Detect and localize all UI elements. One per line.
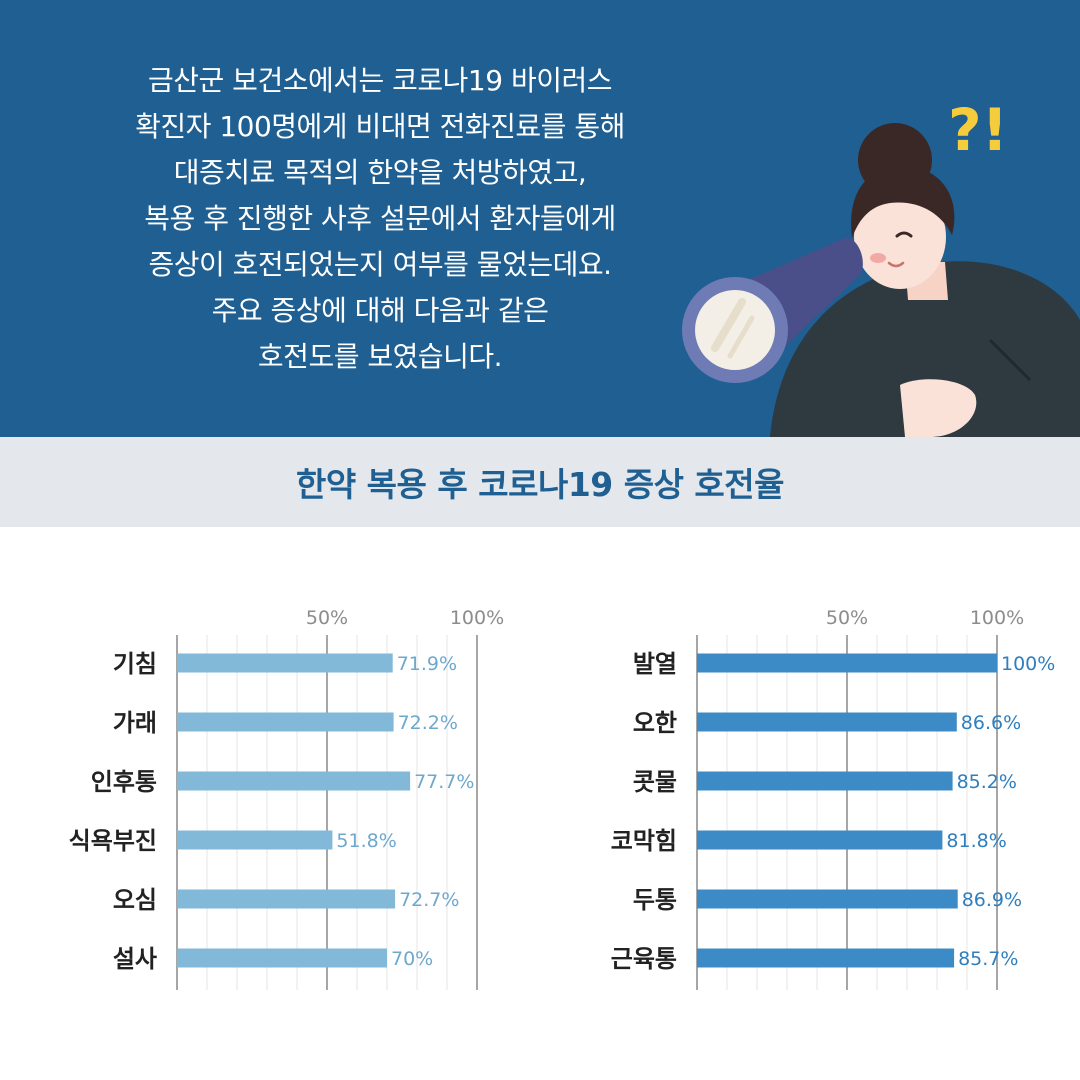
intro-line: 복용 후 진행한 사후 설문에서 환자들에게 — [144, 202, 616, 235]
category-label: 설사 — [113, 945, 157, 973]
value-label: 100% — [1001, 653, 1055, 675]
value-label: 51.8% — [336, 830, 396, 852]
value-label: 85.2% — [957, 771, 1017, 793]
category-label: 발열 — [633, 650, 677, 678]
bar — [177, 889, 396, 909]
woman-with-telescope-icon: ?! — [682, 96, 1080, 437]
bar — [177, 712, 394, 732]
x-tick-label: 50% — [826, 607, 868, 629]
intro-line: 증상이 호전되었는지 여부를 물었는데요. — [148, 248, 612, 281]
bar — [177, 653, 393, 673]
x-tick-label: 50% — [306, 607, 348, 629]
x-tick-label: 100% — [450, 607, 504, 629]
value-label: 72.2% — [398, 712, 458, 734]
value-label: 86.9% — [962, 889, 1022, 911]
value-label: 70% — [391, 948, 433, 970]
bar — [697, 830, 943, 850]
intro-line: 주요 증상에 대해 다음과 같은 — [211, 294, 549, 327]
bar — [177, 948, 387, 968]
value-label: 85.7% — [958, 948, 1018, 970]
intro-line: 금산군 보건소에서는 코로나19 바이러스 — [148, 64, 613, 97]
value-label: 72.7% — [399, 889, 459, 911]
header-panel: 금산군 보건소에서는 코로나19 바이러스 확진자 100명에게 비대면 전화진… — [0, 0, 1080, 437]
category-label: 가래 — [113, 709, 157, 737]
category-label: 인후통 — [91, 768, 157, 796]
value-label: 86.6% — [961, 712, 1021, 734]
category-label: 두통 — [633, 886, 677, 914]
intro-line: 대증치료 목적의 한약을 처방하였고, — [173, 156, 587, 189]
bar — [177, 830, 333, 850]
right-bar-chart-svg: 50% 100% 발열 100% 오한 86.6% 콧물 85.2% 코막힘 81.8% 두통 86.… — [611, 607, 1055, 990]
bar — [177, 771, 411, 791]
intro-line: 확진자 100명에게 비대면 전화진료를 통해 — [135, 110, 625, 143]
left-bar-chart: 50% 100% 기침 71.9% 가래 72.2% 인후통 77.7% 식욕부진 51.8% 오심… — [0, 590, 540, 1010]
value-label: 71.9% — [397, 653, 457, 675]
category-label: 코막힘 — [611, 827, 677, 855]
value-label: 81.8% — [946, 830, 1006, 852]
chart-title: 한약 복용 후 코로나19 증상 호전율 — [295, 465, 785, 504]
exclamation-badge-icon: ?! — [948, 96, 1008, 164]
category-label: 콧물 — [633, 768, 677, 796]
left-bar-chart-svg: 50% 100% 기침 71.9% 가래 72.2% 인후통 77.7% 식욕부진 51.8% 오심… — [69, 607, 504, 990]
section-title-band: 한약 복용 후 코로나19 증상 호전율 — [0, 437, 1080, 527]
value-label: 77.7% — [414, 771, 474, 793]
bar — [697, 712, 957, 732]
intro-text: 금산군 보건소에서는 코로나19 바이러스 확진자 100명에게 비대면 전화진… — [60, 58, 700, 380]
category-label: 오한 — [633, 709, 677, 737]
category-label: 기침 — [113, 650, 157, 678]
bar — [697, 771, 953, 791]
category-label: 오심 — [113, 886, 157, 914]
intro-line: 호전도를 보였습니다. — [257, 340, 503, 373]
category-label: 근육통 — [611, 945, 677, 973]
bar — [697, 948, 955, 968]
bar — [697, 889, 958, 909]
x-tick-label: 100% — [970, 607, 1024, 629]
category-label: 식욕부진 — [69, 827, 157, 855]
right-bar-chart: 50% 100% 발열 100% 오한 86.6% 콧물 85.2% 코막힘 81.8% 두통 86.… — [540, 590, 1080, 1010]
bar — [697, 653, 997, 673]
